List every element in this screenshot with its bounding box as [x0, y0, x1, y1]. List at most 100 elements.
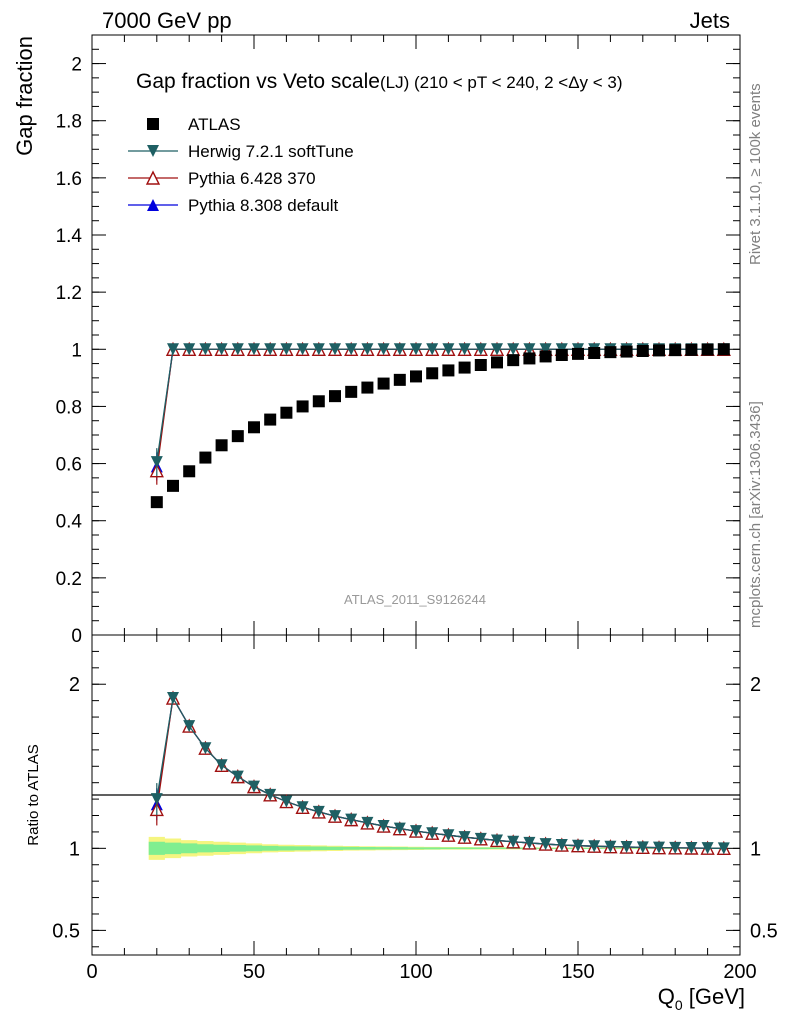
data-point	[669, 344, 682, 357]
x-axis-label: Q0 [GeV]	[658, 984, 745, 1013]
data-point	[507, 343, 520, 356]
ratio-frame	[91, 634, 741, 956]
data-point	[410, 343, 422, 356]
data-point	[685, 343, 698, 356]
data-point	[167, 343, 179, 356]
data-point	[183, 343, 196, 356]
legend-entry-pythia-6-428-370: Pythia 6.428 370	[128, 169, 316, 188]
data-point	[426, 827, 439, 840]
data-point	[361, 343, 374, 356]
data-point	[653, 841, 665, 854]
data-point	[539, 343, 552, 356]
series-line	[156, 348, 724, 463]
data-point	[685, 842, 698, 855]
main-series	[149, 341, 731, 509]
series-line	[156, 348, 724, 467]
legend-marker	[147, 199, 159, 211]
main-ytick-label: 1.4	[56, 226, 83, 247]
data-point	[248, 421, 260, 434]
data-point	[426, 367, 439, 380]
data-point	[377, 377, 390, 390]
x-label-q: Q	[658, 984, 675, 1009]
main-series-herwig-7-2-1-softtune	[150, 343, 730, 477]
main-series-pythia-8-308-default	[150, 343, 730, 481]
main-ytick-label: 0.6	[56, 455, 82, 476]
data-point	[572, 347, 584, 360]
data-point	[491, 343, 503, 356]
legend-label: Pythia 6.428 370	[188, 169, 316, 188]
data-point	[555, 349, 568, 361]
data-point	[701, 842, 714, 855]
ratio-ytick-label-right: 2	[750, 674, 761, 696]
data-point	[199, 451, 212, 464]
data-point	[442, 343, 455, 356]
data-point	[231, 770, 244, 783]
rivet-label: Rivet 3.1.10, ≥ 100k events	[747, 83, 764, 265]
legend-label: Pythia 8.308 default	[188, 196, 339, 215]
ratio-ytick-label: 2	[69, 674, 80, 696]
main-ytick-label: 1.6	[56, 169, 82, 190]
data-point	[296, 400, 309, 413]
legend: Gap fraction vs Veto scale(LJ) (210 < pT…	[128, 70, 623, 215]
ratio-ytick-label-right: 0.5	[750, 920, 778, 942]
xtick-label: 150	[561, 961, 594, 983]
data-point	[345, 813, 358, 826]
plot-title: Gap fraction vs Veto scale(LJ) (210 < pT…	[136, 70, 623, 93]
data-point	[215, 343, 228, 356]
data-point	[199, 343, 212, 356]
data-point	[555, 839, 568, 852]
data-point	[280, 795, 293, 808]
data-point	[248, 780, 260, 793]
data-point	[458, 343, 471, 356]
data-point	[426, 343, 439, 356]
main-ylabel: Gap fraction	[12, 36, 37, 156]
data-point	[361, 816, 374, 829]
data-point	[377, 820, 390, 833]
header-right: Jets	[690, 8, 730, 33]
data-point	[150, 456, 163, 469]
data-point	[458, 831, 471, 844]
data-point	[377, 343, 390, 356]
ratio-axis-ticks: 0.5 0.5 1 1 2 2 0 50 100 150 200	[52, 635, 778, 983]
data-point	[199, 742, 212, 755]
data-point	[183, 720, 196, 733]
data-point	[507, 354, 520, 367]
data-point	[231, 343, 244, 356]
band-inner	[148, 841, 732, 855]
data-point	[361, 381, 374, 394]
data-point	[523, 352, 536, 365]
legend-label: Herwig 7.2.1 softTune	[188, 142, 354, 161]
ratio-ytick-label: 1	[69, 838, 80, 860]
data-point	[717, 343, 730, 356]
data-point	[393, 373, 406, 386]
data-point	[620, 345, 633, 358]
x-label-sub: 0	[675, 997, 683, 1013]
ratio-uncertainty-band	[148, 836, 732, 860]
x-label-unit: [GeV]	[683, 984, 745, 1009]
main-ytick-label: 0	[71, 626, 82, 647]
main-series-atlas	[150, 343, 730, 509]
data-point	[539, 350, 552, 363]
main-ytick-label: 0.2	[56, 569, 82, 590]
data-point	[572, 839, 584, 852]
data-point	[264, 413, 277, 426]
main-ytick-label: 1	[71, 340, 82, 361]
data-point	[215, 439, 228, 452]
ratio-ytick-label: 0.5	[52, 920, 80, 942]
data-point	[474, 359, 487, 371]
data-point	[393, 343, 406, 356]
xtick-label: 100	[399, 961, 432, 983]
xtick-label: 200	[723, 961, 756, 983]
data-point	[264, 788, 277, 801]
data-point	[312, 343, 325, 356]
data-point	[410, 370, 422, 383]
main-ytick-label: 1.2	[56, 283, 82, 304]
data-point	[393, 822, 406, 835]
data-point	[410, 825, 422, 838]
data-point	[345, 385, 358, 398]
data-point	[523, 343, 536, 356]
main-ytick-label: 0.8	[56, 397, 82, 418]
legend-entry-atlas: ATLAS	[147, 115, 241, 134]
ratio-series	[149, 690, 731, 856]
data-point	[636, 841, 649, 854]
